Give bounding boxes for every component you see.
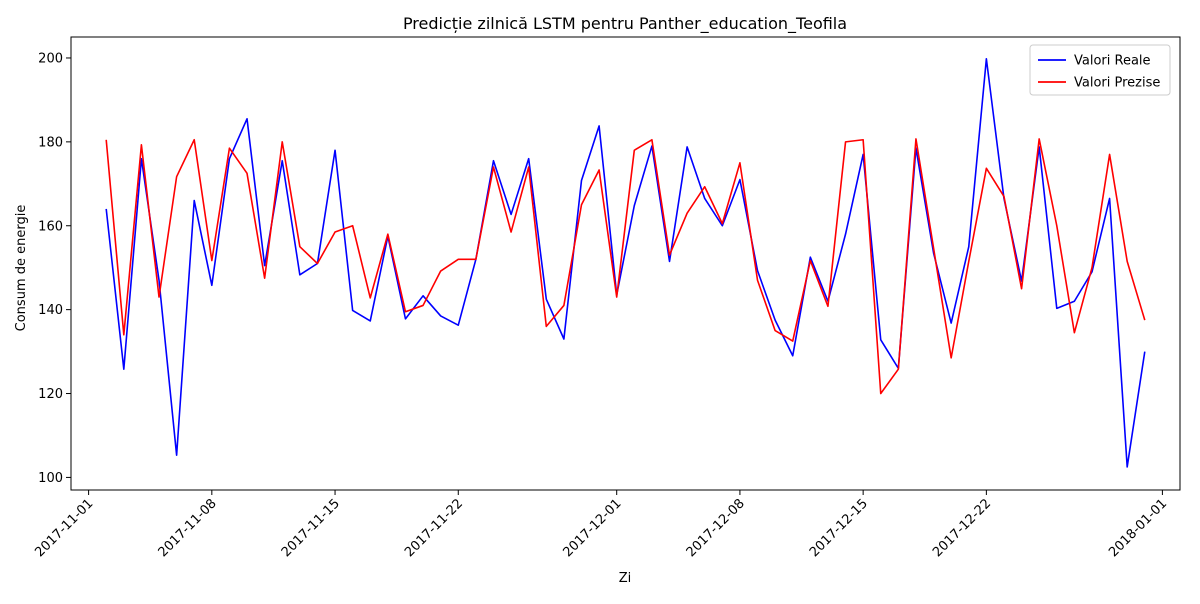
y-tick-label: 180 [38, 135, 63, 150]
x-axis-label: Zi [619, 571, 632, 586]
plot-area [71, 37, 1180, 490]
legend-label: Valori Reale [1074, 54, 1151, 69]
y-tick-label: 100 [38, 471, 63, 486]
legend: Valori Reale Valori Prezise [1029, 44, 1171, 96]
y-tick-label: 140 [38, 303, 63, 318]
chart-title: Predicție zilnică LSTM pentru Panther_ed… [403, 14, 847, 34]
series-line-actual [105, 58, 1146, 468]
plot-background [71, 37, 1180, 490]
y-axis-label: Consum de energie [14, 205, 29, 332]
y-tick-label: 120 [38, 387, 63, 402]
series-line-predicted [105, 138, 1146, 395]
legend-label: Valori Prezise [1074, 76, 1160, 91]
axes-frame [70, 36, 1181, 491]
y-tick-label: 200 [38, 51, 63, 66]
series-layer [105, 58, 1146, 468]
y-tick-label: 160 [38, 219, 63, 234]
